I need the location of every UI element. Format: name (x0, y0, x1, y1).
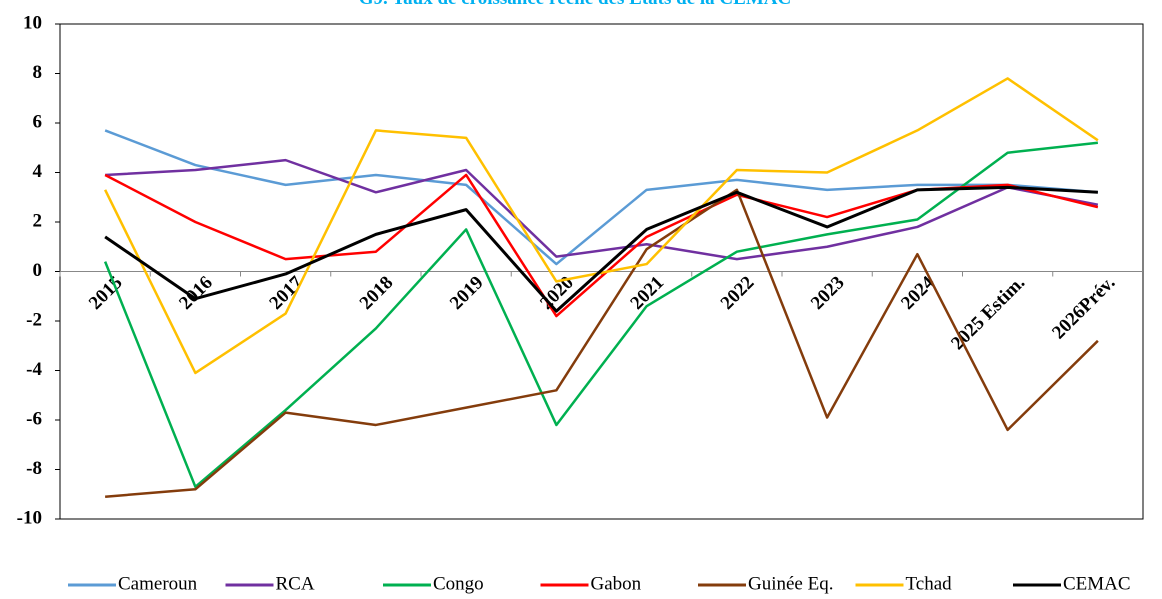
y-tick-label: -2 (26, 309, 42, 330)
y-tick-label: -10 (17, 507, 42, 528)
series-line (104, 185, 1098, 313)
x-tick-label: 2015 (85, 272, 127, 314)
series-line (104, 129, 1098, 266)
y-tick-label: -4 (26, 359, 42, 380)
y-tick-label: 2 (33, 210, 43, 231)
legend-label: Congo (433, 573, 484, 594)
y-tick-label: -8 (26, 458, 42, 479)
y-tick-label: 8 (33, 62, 43, 83)
y-tick-label: 4 (33, 161, 43, 182)
x-tick-label: 2021 (626, 272, 668, 314)
x-tick-label: 2023 (807, 272, 849, 314)
chart-title: G9. Taux de croissance réelle des États … (359, 0, 791, 9)
x-tick-label: 2022 (717, 272, 759, 314)
legend-label: Guinée Eq. (748, 573, 833, 594)
x-tick-label: 2026Prév. (1048, 272, 1119, 343)
y-tick-label: 10 (23, 12, 42, 33)
x-tick-label: 2019 (446, 272, 488, 314)
legend-label: RCA (276, 573, 315, 594)
y-tick-label: -6 (26, 408, 42, 429)
series-line (105, 158, 1099, 261)
series-line (104, 77, 1099, 375)
series-line (105, 188, 1099, 498)
legend-label: Tchad (906, 573, 953, 594)
legend-label: Gabon (591, 573, 642, 594)
x-tick-label: 2018 (356, 272, 398, 314)
y-tick-label: 0 (33, 260, 43, 281)
x-tick-label: 2025 Estim. (947, 272, 1029, 354)
y-tick-label: 6 (33, 111, 43, 132)
legend-label: Cameroun (118, 573, 198, 594)
legend-label: CEMAC (1063, 573, 1131, 594)
series-line (103, 141, 1099, 489)
